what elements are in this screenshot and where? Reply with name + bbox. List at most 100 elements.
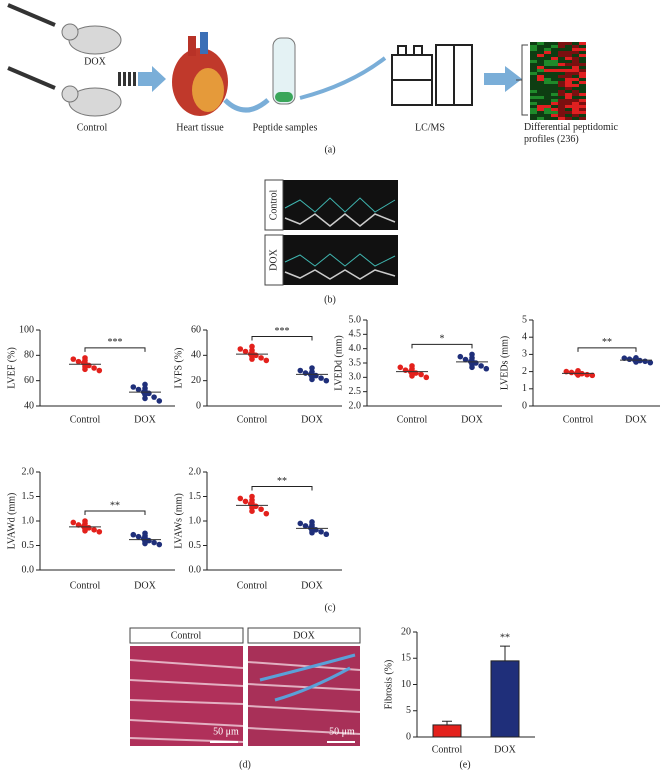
heatmap-cell (544, 75, 551, 78)
heatmap-cell (537, 63, 544, 66)
heatmap-cell (544, 81, 551, 84)
y-tick-label: 20 (191, 375, 201, 386)
heatmap-cell (572, 81, 579, 84)
heatmap-cell (579, 105, 586, 108)
heatmap-cell (565, 99, 572, 102)
heatmap-cell (558, 51, 565, 54)
heatmap-cell (530, 84, 537, 87)
significance-label: ** (500, 632, 510, 643)
heatmap-cell (537, 78, 544, 81)
error-bar (500, 645, 510, 661)
significance-label: *** (275, 326, 290, 337)
heatmap-cell (551, 90, 558, 93)
heatmap-cell (530, 57, 537, 60)
significance-bracket (84, 510, 146, 515)
heatmap-cell (537, 57, 544, 60)
y-tick-label: 40 (191, 350, 201, 361)
heatmap-cell (558, 48, 565, 51)
heatmap-cell (551, 96, 558, 99)
heatmap-cell (551, 60, 558, 63)
data-point (130, 531, 137, 538)
control-label: Control (77, 122, 108, 133)
arrow (223, 98, 270, 113)
y-axis-label: LVAWd (mm) (6, 493, 17, 550)
heatmap-cell (572, 69, 579, 72)
heatmap-cell (551, 117, 558, 120)
heatmap-cell (551, 78, 558, 81)
heatmap-cell (551, 81, 558, 84)
y-tick-label: 4.0 (349, 343, 362, 354)
heatmap-cell (572, 72, 579, 75)
x-tick-label: Control (70, 414, 101, 425)
y-tick-label: 4.5 (349, 329, 362, 340)
y-tick-label: 80 (24, 350, 34, 361)
heatmap-cell (565, 87, 572, 90)
heatmap-cell (551, 63, 558, 66)
heatmap-cell (558, 66, 565, 69)
heatmap-cell (530, 108, 537, 111)
data-point (151, 539, 157, 546)
heatmap-cell (544, 57, 551, 60)
heatmap-cell (558, 45, 565, 48)
heatmap-cell (544, 45, 551, 48)
data-point (263, 510, 270, 517)
heatmap-cell (530, 99, 537, 102)
heatmap-cell (544, 48, 551, 51)
heatmap-cell (544, 93, 551, 96)
y-tick-label: 1 (522, 383, 527, 394)
heatmap-cell (530, 54, 537, 57)
significance-bracket (251, 486, 313, 491)
heatmap-cell (537, 81, 544, 84)
x-tick-label: DOX (461, 414, 483, 425)
heatmap-cell (579, 45, 586, 48)
y-tick-label: 10 (401, 679, 411, 690)
y-axis-label: LVEDd (mm) (333, 335, 344, 390)
y-tick-label: 0.0 (22, 564, 35, 575)
y-axis-label: LVFS (%) (173, 347, 184, 388)
x-tick-label: Control (397, 414, 428, 425)
heatmap-cell (537, 69, 544, 72)
data-point (70, 519, 77, 526)
arrow (299, 56, 387, 100)
heatmap-cell (537, 114, 544, 117)
heatmap-cell (572, 57, 579, 60)
heatmap-cell (537, 48, 544, 51)
heatmap-cell (537, 90, 544, 93)
heatmap-cell (544, 42, 551, 45)
data-point (258, 506, 264, 513)
heatmap-cell (530, 63, 537, 66)
heatmap-cell (537, 75, 544, 78)
bar (432, 724, 462, 738)
heatmap-cell (537, 66, 544, 69)
heatmap-cell (565, 105, 572, 108)
heatmap-cell (579, 102, 586, 105)
heatmap-cell (572, 60, 579, 63)
heatmap-cell (537, 96, 544, 99)
y-tick-label: 5.0 (349, 314, 362, 325)
heatmap-cell (565, 57, 572, 60)
x-tick-label: DOX (301, 580, 323, 591)
lcms-instrument (391, 44, 473, 106)
step-label: Peptide samples (253, 122, 318, 133)
data-point (263, 357, 270, 364)
heatmap-cell (558, 90, 565, 93)
heatmap-cell (572, 117, 579, 120)
heatmap-cell (572, 75, 579, 78)
heatmap-cell (558, 102, 565, 105)
data-point (237, 346, 244, 352)
significance-label: ** (277, 476, 287, 487)
heatmap-cell (544, 66, 551, 69)
heatmap-cell (565, 81, 572, 84)
heatmap-cell (544, 72, 551, 75)
data-point (647, 359, 654, 366)
data-point (91, 365, 97, 371)
heatmap-cell (579, 75, 586, 78)
heatmap-cell (544, 105, 551, 108)
panel-caption: (d) (239, 759, 251, 770)
heatmap-cell (565, 84, 572, 87)
heatmap-cell (558, 114, 565, 117)
heatmap-cell (558, 111, 565, 114)
significance-label: ** (602, 337, 612, 348)
heatmap-cell (530, 75, 537, 78)
x-tick-label: DOX (134, 414, 156, 425)
